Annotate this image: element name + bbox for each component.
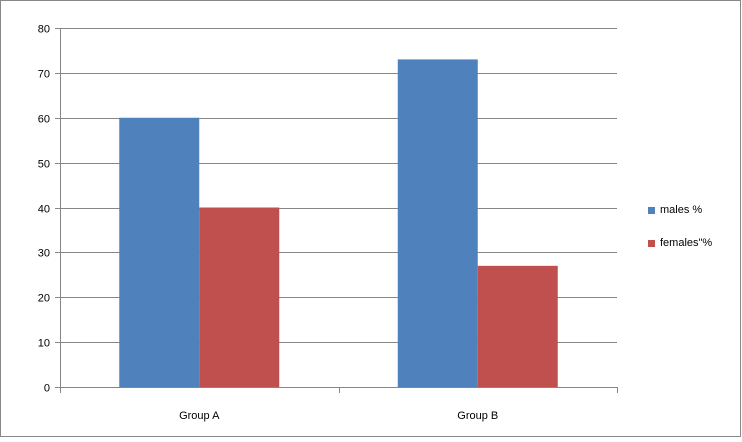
x-tick-label: Group B xyxy=(457,410,498,422)
y-tick-label: 20 xyxy=(38,293,50,305)
y-tick-label: 0 xyxy=(44,383,50,395)
legend-label: males % xyxy=(660,204,703,216)
y-tick-label: 60 xyxy=(38,114,50,126)
bar-males-group-a xyxy=(119,117,200,387)
bars xyxy=(119,59,558,387)
axes xyxy=(55,28,618,393)
x-tick-labels: Group A Group B xyxy=(179,410,498,422)
y-tick-labels: 0 10 20 30 40 50 60 70 80 xyxy=(38,24,50,395)
legend-item-females: females"% xyxy=(648,234,712,252)
x-tick-label: Group A xyxy=(179,410,220,422)
legend-swatch xyxy=(648,239,655,247)
y-tick-label: 40 xyxy=(38,204,50,216)
bar-males-group-b xyxy=(397,59,478,387)
legend: males % females"% xyxy=(648,201,712,267)
bar-females-group-b xyxy=(477,265,558,387)
legend-label: females"% xyxy=(660,237,713,249)
legend-swatch xyxy=(648,206,655,214)
y-tick-label: 50 xyxy=(38,159,50,171)
y-tick-label: 80 xyxy=(38,24,50,36)
y-tick-label: 30 xyxy=(38,248,50,260)
legend-item-males: males % xyxy=(648,201,712,219)
bar-females-group-a xyxy=(199,207,280,387)
y-tick-label: 10 xyxy=(38,338,50,350)
y-tick-label: 70 xyxy=(38,69,50,81)
